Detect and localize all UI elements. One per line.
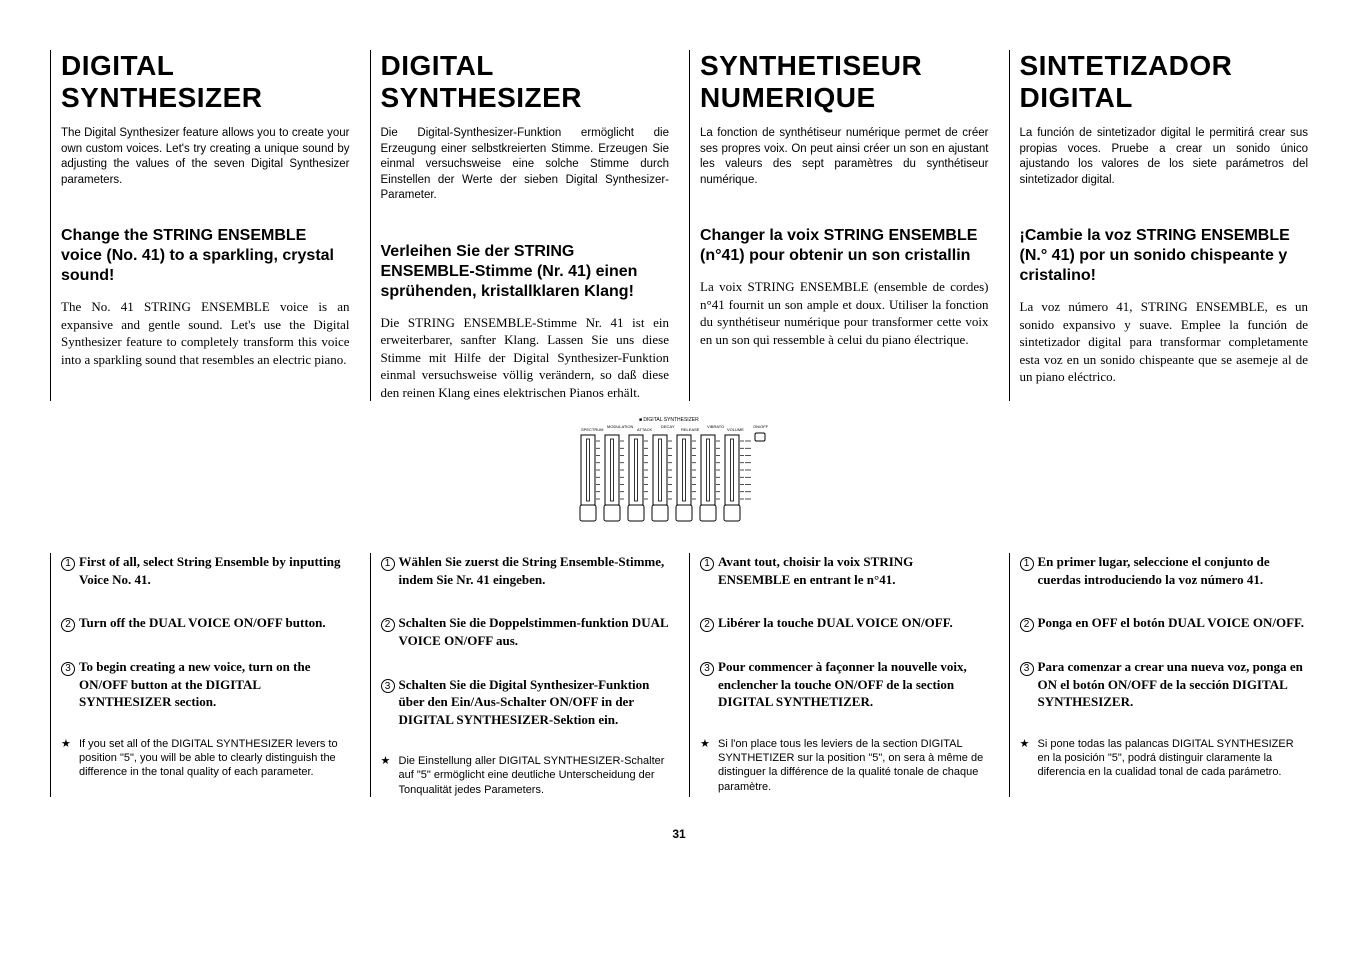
- note-es: ★Si pone todas las palancas DIGITAL SYNT…: [1020, 737, 1309, 780]
- star-icon: ★: [1020, 737, 1038, 780]
- title-de: DIGITAL SYNTHESIZER: [381, 50, 670, 114]
- title-es: SINTETIZADOR DIGITAL: [1020, 50, 1309, 114]
- subtitle-en: Change the STRING ENSEMBLE voice (No. 41…: [61, 226, 350, 286]
- step1-es: 1En primer lugar, seleccione el conjunto…: [1020, 553, 1309, 588]
- steps-columns: 1First of all, select String Ensemble by…: [50, 553, 1308, 797]
- star-icon: ★: [700, 737, 718, 794]
- step2-fr-text: Libérer la touche DUAL VOICE ON/OFF.: [718, 614, 953, 632]
- title-en: DIGITAL SYNTHESIZER: [61, 50, 350, 114]
- column-en: DIGITAL SYNTHESIZER The Digital Synthesi…: [50, 50, 350, 401]
- body-en: The No. 41 STRING ENSEMBLE voice is an e…: [61, 298, 350, 368]
- column-fr: SYNTHETISEUR NUMERIQUE La fonction de sy…: [689, 50, 989, 401]
- label-attack: ATTACK: [637, 427, 653, 432]
- steps-de: 1Wählen Sie zuerst die String Ensemble-S…: [370, 553, 670, 797]
- star-icon: ★: [381, 754, 399, 797]
- body-es: La voz número 41, STRING ENSEMBLE, es un…: [1020, 298, 1309, 386]
- intro-fr: La fonction de synthétiseur numérique pe…: [700, 126, 989, 188]
- diagram-title: ■ DIGITAL SYNTHESIZER: [639, 417, 699, 423]
- step3-en-text: To begin creating a new voice, turn on t…: [79, 658, 350, 711]
- step2-en: 2Turn off the DUAL VOICE ON/OFF button.: [61, 614, 350, 632]
- note-fr: ★Si l'on place tous les leviers de la se…: [700, 737, 989, 794]
- step1-en-text: First of all, select String Ensemble by …: [79, 553, 350, 588]
- step3-de: 3Schalten Sie die Digital Synthesizer-Fu…: [381, 676, 670, 729]
- step1-de: 1Wählen Sie zuerst die String Ensemble-S…: [381, 553, 670, 588]
- steps-es: 1En primer lugar, seleccione el conjunto…: [1009, 553, 1309, 797]
- body-fr: La voix STRING ENSEMBLE (ensemble de cor…: [700, 278, 989, 348]
- onoff-button-icon: [755, 433, 765, 441]
- step3-es-text: Para comenzar a crear una nueva voz, pon…: [1038, 658, 1309, 711]
- step3-fr: 3Pour commencer à façonner la nouvelle v…: [700, 658, 989, 711]
- note-fr-text: Si l'on place tous les leviers de la sec…: [718, 737, 989, 794]
- subtitle-de: Verleihen Sie der STRING ENSEMBLE-Stimme…: [381, 242, 670, 302]
- label-spectrum: SPECTRUM: [581, 427, 603, 432]
- manual-page: DIGITAL SYNTHESIZER The Digital Synthesi…: [50, 50, 1308, 841]
- note-de: ★Die Einstellung aller DIGITAL SYNTHESIZ…: [381, 754, 670, 797]
- step3-es: 3Para comenzar a crear una nueva voz, po…: [1020, 658, 1309, 711]
- column-es: SINTETIZADOR DIGITAL La función de sinte…: [1009, 50, 1309, 401]
- sliders-group: [580, 435, 751, 521]
- note-es-text: Si pone todas las palancas DIGITAL SYNTH…: [1038, 737, 1309, 780]
- star-icon: ★: [61, 737, 79, 780]
- step3-fr-text: Pour commencer à façonner la nouvelle vo…: [718, 658, 989, 711]
- step2-es-text: Ponga en OFF el botón DUAL VOICE ON/OFF.: [1038, 614, 1305, 632]
- steps-en: 1First of all, select String Ensemble by…: [50, 553, 350, 797]
- label-volume: VOLUME: [727, 427, 744, 432]
- intro-de: Die Digital-Synthesizer-Funktion ermögli…: [381, 126, 670, 204]
- intro-es: La función de sintetizador digital le pe…: [1020, 126, 1309, 188]
- step3-en: 3To begin creating a new voice, turn on …: [61, 658, 350, 711]
- subtitle-es: ¡Cambie la voz STRING ENSEMBLE (N.° 41) …: [1020, 226, 1309, 286]
- label-vibrato: VIBRATO: [707, 424, 724, 429]
- step1-fr: 1Avant tout, choisir la voix STRING ENSE…: [700, 553, 989, 588]
- step2-fr: 2Libérer la touche DUAL VOICE ON/OFF.: [700, 614, 989, 632]
- step2-de: 2Schalten Sie die Doppelstimmen-funktion…: [381, 614, 670, 649]
- label-decay: DECAY: [661, 424, 675, 429]
- step3-de-text: Schalten Sie die Digital Synthesizer-Fun…: [399, 676, 670, 729]
- step2-es: 2Ponga en OFF el botón DUAL VOICE ON/OFF…: [1020, 614, 1309, 632]
- steps-fr: 1Avant tout, choisir la voix STRING ENSE…: [689, 553, 989, 797]
- label-onoff: ON/OFF: [753, 424, 769, 429]
- step1-es-text: En primer lugar, seleccione el conjunto …: [1038, 553, 1309, 588]
- label-modulation: MODULATION: [607, 424, 633, 429]
- step1-de-text: Wählen Sie zuerst die String Ensemble-St…: [399, 553, 670, 588]
- top-columns: DIGITAL SYNTHESIZER The Digital Synthesi…: [50, 50, 1308, 401]
- label-release: RELEASE: [681, 427, 700, 432]
- step1-fr-text: Avant tout, choisir la voix STRING ENSEM…: [718, 553, 989, 588]
- intro-en: The Digital Synthesizer feature allows y…: [61, 126, 350, 188]
- step1-en: 1First of all, select String Ensemble by…: [61, 553, 350, 588]
- column-de: DIGITAL SYNTHESIZER Die Digital-Synthesi…: [370, 50, 670, 401]
- step2-de-text: Schalten Sie die Doppelstimmen-funktion …: [399, 614, 670, 649]
- title-fr: SYNTHETISEUR NUMERIQUE: [700, 50, 989, 114]
- note-de-text: Die Einstellung aller DIGITAL SYNTHESIZE…: [399, 754, 670, 797]
- note-en: ★If you set all of the DIGITAL SYNTHESIZ…: [61, 737, 350, 780]
- note-en-text: If you set all of the DIGITAL SYNTHESIZE…: [79, 737, 350, 780]
- body-de: Die STRING ENSEMBLE-Stimme Nr. 41 ist ei…: [381, 314, 670, 402]
- page-number: 31: [50, 827, 1308, 841]
- step2-en-text: Turn off the DUAL VOICE ON/OFF button.: [79, 614, 326, 632]
- subtitle-fr: Changer la voix STRING ENSEMBLE (n°41) p…: [700, 226, 989, 266]
- synthesizer-diagram-row: ■ DIGITAL SYNTHESIZER SPECTRUM MODULATIO…: [50, 413, 1308, 533]
- synthesizer-diagram: ■ DIGITAL SYNTHESIZER SPECTRUM MODULATIO…: [569, 413, 789, 533]
